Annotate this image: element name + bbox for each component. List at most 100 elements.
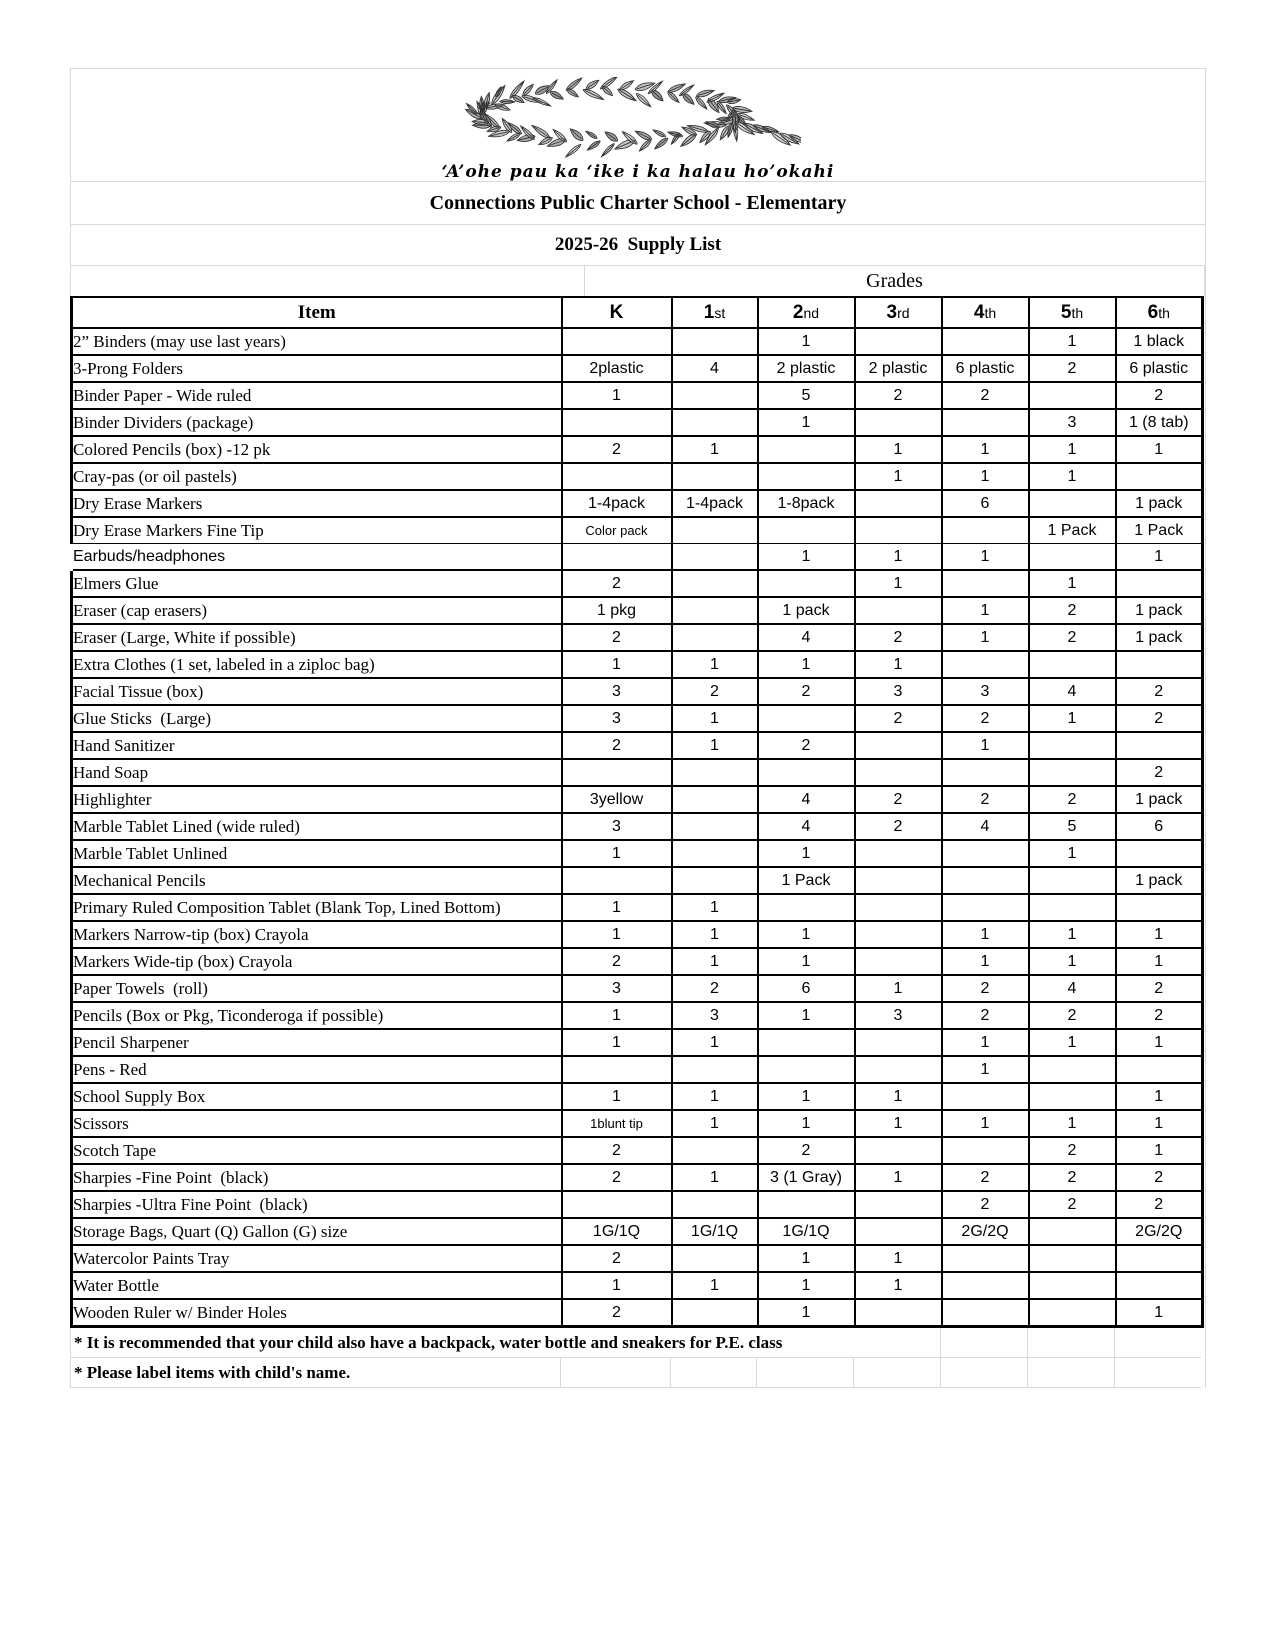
supply-count-cell — [1027, 489, 1117, 518]
supply-count-cell — [670, 1244, 759, 1273]
table-row: Pens - Red 1 — [70, 1055, 1204, 1084]
supply-count-cell — [1027, 1271, 1117, 1300]
item-name-cell: Hand Soap — [70, 758, 563, 787]
supply-count-cell: 1 — [1114, 1136, 1204, 1165]
supply-count-cell — [1027, 758, 1117, 787]
supply-count-cell — [560, 462, 673, 491]
supply-count-cell: Color pack — [560, 516, 673, 544]
supply-count-cell: 5 — [1027, 812, 1117, 841]
table-row: Sharpies -Fine Point (black) 2 1 3 (1 Gray)… — [70, 1163, 1204, 1192]
page-subtitle: 2025-26 Supply List — [71, 224, 1205, 265]
supply-count-cell — [756, 1028, 856, 1057]
supply-count-cell: 2 — [940, 1190, 1030, 1219]
supply-count-cell: 1 — [940, 731, 1030, 760]
supply-count-cell: 1 — [756, 650, 856, 679]
supply-count-cell: 2 — [940, 1001, 1030, 1030]
table-row: Marble Tablet Unlined 1 1 1 — [70, 839, 1204, 868]
supply-count-cell: 1 — [560, 381, 673, 410]
item-name-cell: Cray-pas (or oil pastels) — [70, 462, 563, 491]
supply-count-cell: 6 plastic — [1114, 354, 1204, 383]
supply-count-cell: 2 — [1114, 704, 1204, 733]
item-name-cell: Sharpies -Ultra Fine Point (black) — [70, 1190, 563, 1219]
supply-count-cell — [940, 650, 1030, 679]
table-row: Glue Sticks (Large) 3 1 2 2 1 2 — [70, 704, 1204, 733]
supply-count-cell: 1 — [853, 569, 943, 598]
supply-count-cell: 1 — [756, 327, 856, 356]
item-name-cell: Marble Tablet Unlined — [70, 839, 563, 868]
item-name-cell: Pencil Sharpener — [70, 1028, 563, 1057]
supply-count-cell — [853, 516, 943, 544]
supply-count-cell: 2 — [1114, 381, 1204, 410]
supply-count-cell — [853, 596, 943, 625]
table-row: Pencil Sharpener 1 1 1 1 1 — [70, 1028, 1204, 1057]
supply-count-cell: 1 — [670, 704, 759, 733]
school-logo-lei-wreath-icon — [464, 75, 809, 159]
footnote-row: * Please label items with child's name. — [70, 1358, 1201, 1388]
page-title: Connections Public Charter School - Elem… — [71, 181, 1205, 224]
table-row: Binder Paper - Wide ruled 1 5 2 2 2 — [70, 381, 1204, 410]
supply-count-cell: 1 pkg — [560, 596, 673, 625]
supply-count-cell — [756, 893, 856, 922]
supply-count-cell — [756, 569, 856, 598]
supply-count-cell — [1027, 543, 1117, 571]
supply-count-cell — [1114, 650, 1204, 679]
supply-count-cell: 2 — [1114, 758, 1204, 787]
supply-count-cell: 1 — [756, 947, 856, 976]
supply-count-cell: 2 — [940, 704, 1030, 733]
supply-count-cell — [940, 866, 1030, 895]
grades-spacer — [71, 266, 584, 296]
grade-column-header: 3rd — [853, 296, 943, 329]
supply-count-cell: 6 — [940, 489, 1030, 518]
supply-count-cell: 1 — [1114, 1082, 1204, 1111]
table-row: 2” Binders (may use last years) 1 1 1 black — [70, 327, 1204, 356]
supply-count-cell: 1 — [756, 1244, 856, 1273]
table-row: Elmers Glue 2 1 1 — [70, 569, 1204, 598]
supply-count-cell: 2G/2Q — [1114, 1217, 1204, 1246]
item-name-cell: Dry Erase Markers Fine Tip — [70, 516, 563, 544]
supply-count-cell: 1 — [560, 920, 673, 949]
supply-count-cell — [853, 408, 943, 437]
supply-count-cell: 1 — [560, 1271, 673, 1300]
supply-count-cell: 1 — [670, 731, 759, 760]
supply-count-cell: 1 — [1027, 435, 1117, 464]
supply-count-cell: 3 — [560, 677, 673, 706]
supply-count-cell — [670, 543, 759, 571]
item-name-cell: Storage Bags, Quart (Q) Gallon (G) size — [70, 1217, 563, 1246]
supply-count-cell: 2 — [670, 974, 759, 1003]
item-name-cell: Pencils (Box or Pkg, Ticonderoga if poss… — [70, 1001, 563, 1030]
grid-cell — [940, 1358, 1027, 1387]
supply-count-cell: 2 — [940, 381, 1030, 410]
grid-cell — [1027, 1358, 1114, 1387]
table-row: Hand Sanitizer 2 1 2 1 — [70, 731, 1204, 760]
supply-count-cell — [940, 1271, 1030, 1300]
supply-count-cell: 1 — [940, 1109, 1030, 1138]
supply-count-cell — [853, 1298, 943, 1328]
supply-count-cell: 1 — [1027, 839, 1117, 868]
supply-count-cell: 4 — [756, 812, 856, 841]
supply-count-cell: 2 — [853, 812, 943, 841]
supply-count-cell: 1 — [940, 543, 1030, 571]
grade-column-header: 5th — [1027, 296, 1117, 329]
table-row: Colored Pencils (box) -12 pk 2 1 1 1 1 1 — [70, 435, 1204, 464]
table-row: Eraser (cap erasers) 1 pkg 1 pack 1 2 1 pack — [70, 596, 1204, 625]
supply-count-cell: 2 — [560, 1298, 673, 1328]
supply-count-cell: 1 — [756, 408, 856, 437]
supply-count-cell: 4 — [756, 623, 856, 652]
supply-count-cell — [670, 1190, 759, 1219]
item-name-cell: Scissors — [70, 1109, 563, 1138]
supply-count-cell: 1 — [756, 1298, 856, 1328]
supply-count-cell: 3 — [560, 812, 673, 841]
supply-count-cell — [1114, 1271, 1204, 1300]
supply-count-cell: 1 black — [1114, 327, 1204, 356]
supply-count-cell: 2 — [1027, 1136, 1117, 1165]
supply-count-cell — [756, 462, 856, 491]
supply-count-cell: 1 — [940, 947, 1030, 976]
item-name-cell: Eraser (Large, White if possible) — [70, 623, 563, 652]
supply-count-cell: 1 — [670, 1163, 759, 1192]
supply-count-cell: 1 — [560, 650, 673, 679]
item-name-cell: Sharpies -Fine Point (black) — [70, 1163, 563, 1192]
supply-count-cell: 2 — [853, 704, 943, 733]
supply-count-cell: 1 — [670, 1109, 759, 1138]
supply-count-cell — [560, 1055, 673, 1084]
table-row: Hand Soap 2 — [70, 758, 1204, 787]
